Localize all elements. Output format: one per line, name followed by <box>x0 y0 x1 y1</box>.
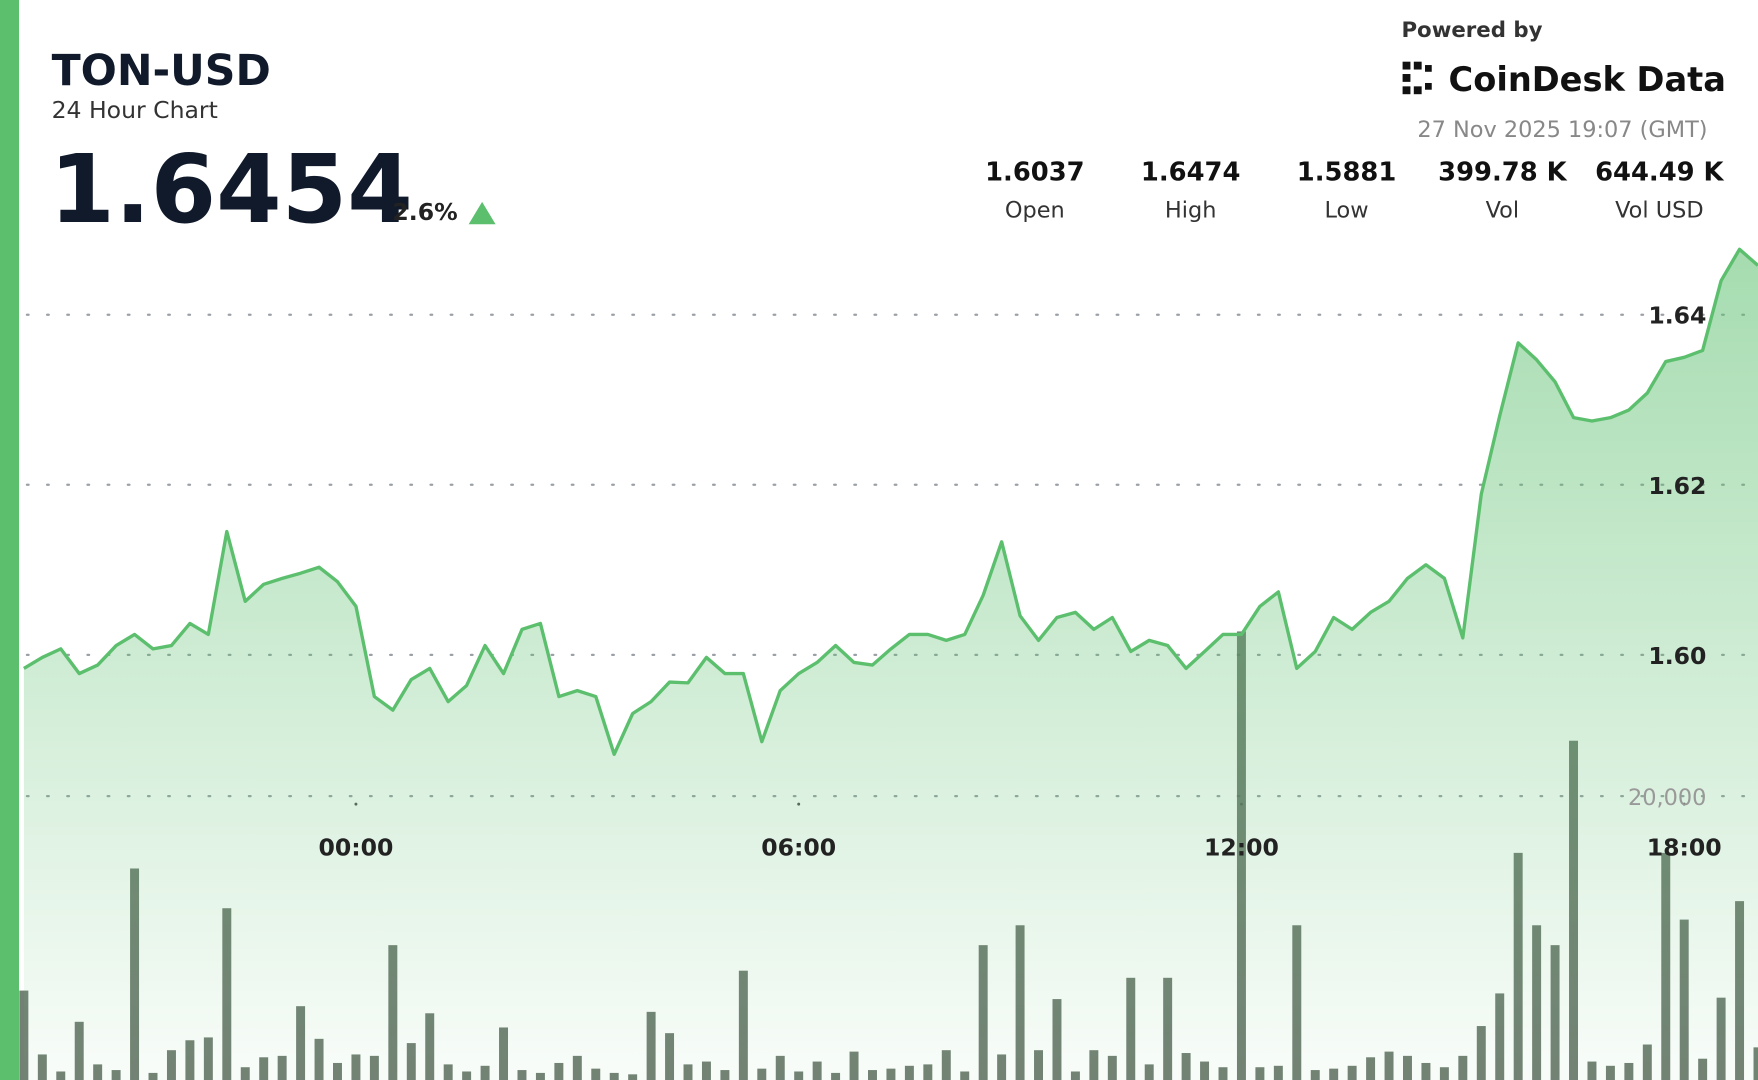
stat-label: Open <box>1005 198 1065 224</box>
stat-value: 399.78 K <box>1438 158 1567 188</box>
timestamp: 27 Nov 2025 19:07 (GMT) <box>1417 117 1707 143</box>
stat-value: 1.5881 <box>1297 158 1396 188</box>
x-tick-label: 06:00 <box>761 834 836 862</box>
y-tick-label: 1.64 <box>1648 302 1706 330</box>
stat-value: 1.6037 <box>985 158 1084 188</box>
y2-tick-label: 20,000 <box>1628 785 1706 811</box>
subtitle: 24 Hour Chart <box>52 96 218 124</box>
stat-value: 644.49 K <box>1595 158 1724 188</box>
price-area <box>23 249 1758 1080</box>
price: 1.6454 <box>49 136 412 245</box>
stats: 1.6037 Open 1.6474 High 1.5881 Low 399.78 K Vol… <box>985 158 1724 224</box>
price-line <box>23 247 1758 756</box>
price-series <box>23 247 1758 1080</box>
symbol: TON-USD <box>52 46 271 96</box>
stat-label: High <box>1165 198 1216 224</box>
axis-labels: 1.60 1.62 1.64 20,000 00:00 06:00 12:00 18:00 <box>318 302 1721 862</box>
y-tick-label: 1.62 <box>1648 472 1706 500</box>
powered-by: Powered by <box>1401 18 1542 43</box>
stat-value: 1.6474 <box>1141 158 1240 188</box>
x-tick-label: 12:00 <box>1204 834 1279 862</box>
stat-label: Vol <box>1486 198 1520 224</box>
brand: CoinDesk Data <box>1449 60 1726 99</box>
stat-label: Vol USD <box>1615 198 1704 224</box>
x-tick-label: 00:00 <box>318 834 393 862</box>
brand-icon <box>1402 61 1432 95</box>
stat-label: Low <box>1324 198 1368 224</box>
change: 2.6% <box>392 198 457 226</box>
volume-bar <box>19 990 29 1080</box>
plot-area: 1.60 1.62 1.64 20,000 00:00 06:00 12:00 18:00 <box>19 247 1758 1080</box>
accent-bar <box>0 0 20 1080</box>
y-tick-label: 1.60 <box>1648 642 1706 670</box>
up-arrow <box>468 201 496 225</box>
x-tick-label: 18:00 <box>1647 834 1722 862</box>
